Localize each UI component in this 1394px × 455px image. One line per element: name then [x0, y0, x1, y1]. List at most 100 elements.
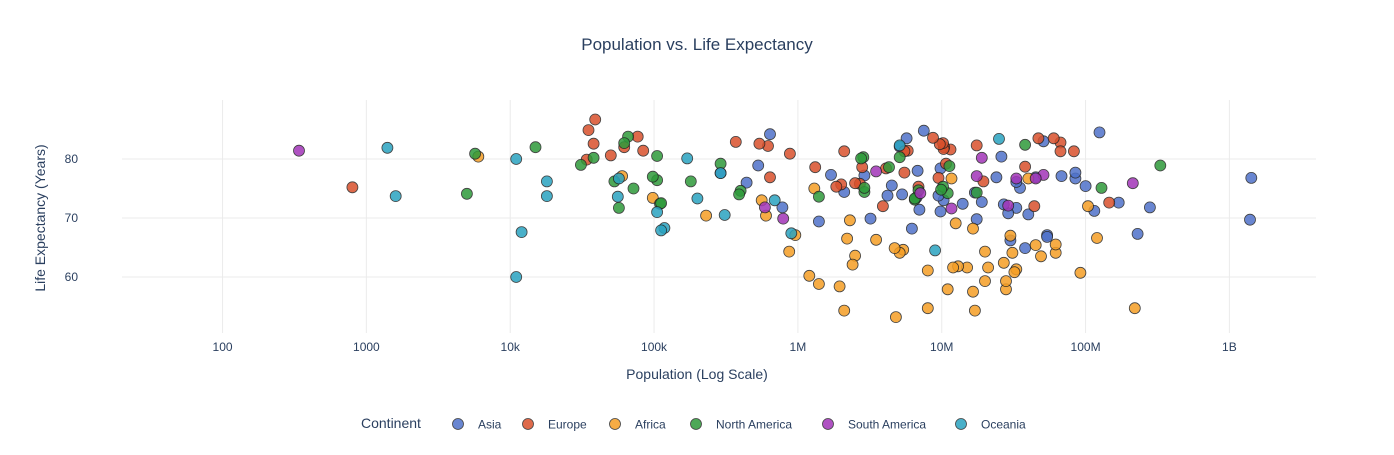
- data-point: [979, 275, 991, 288]
- data-point: [1041, 230, 1053, 243]
- data-point: [1019, 160, 1031, 173]
- data-point: [1095, 181, 1108, 194]
- data-point: [1002, 199, 1015, 212]
- data-point: [1028, 200, 1041, 213]
- data-point: [855, 152, 867, 165]
- data-point: [777, 212, 790, 225]
- legend-marker: [452, 418, 464, 430]
- data-point: [1000, 275, 1012, 288]
- data-point: [921, 264, 934, 277]
- data-point: [1006, 246, 1019, 259]
- data-point: [881, 189, 894, 202]
- data-point: [1131, 227, 1144, 240]
- data-point: [898, 166, 911, 179]
- data-point: [906, 222, 918, 235]
- data-point: [970, 170, 983, 183]
- data-point: [1069, 166, 1082, 179]
- legend-item-label: Africa: [635, 418, 666, 432]
- y-axis-ticks: 60 70 80: [65, 152, 79, 284]
- y-tick-label: 80: [65, 152, 79, 166]
- data-point: [883, 161, 895, 174]
- data-point: [1244, 213, 1256, 226]
- data-point: [460, 187, 473, 200]
- series-oceania: [381, 132, 1005, 283]
- data-point: [1103, 196, 1116, 209]
- data-point: [510, 153, 523, 165]
- data-point: [893, 151, 906, 164]
- data-point: [611, 190, 624, 203]
- data-point: [733, 188, 745, 201]
- data-point: [809, 161, 822, 174]
- data-point: [651, 150, 663, 162]
- data-point: [970, 139, 983, 152]
- data-point: [1019, 242, 1031, 255]
- data-point: [833, 280, 846, 293]
- data-point: [764, 171, 776, 184]
- data-point: [783, 245, 796, 258]
- data-point: [911, 164, 924, 177]
- data-point: [637, 144, 650, 157]
- data-point: [604, 149, 617, 162]
- data-point: [841, 232, 853, 245]
- data-point: [969, 304, 981, 317]
- data-point: [934, 205, 947, 218]
- data-point: [970, 186, 983, 199]
- legend-item-label: Asia: [478, 418, 502, 432]
- data-point: [1154, 159, 1167, 172]
- data-point: [913, 203, 926, 216]
- data-point: [990, 171, 1003, 184]
- legend-item-label: South America: [848, 418, 926, 432]
- data-point: [1082, 200, 1094, 213]
- data-point: [858, 181, 871, 194]
- data-point: [1126, 177, 1139, 190]
- data-point: [813, 190, 825, 203]
- data-point: [753, 137, 766, 150]
- legend-marker: [609, 418, 621, 430]
- data-point: [784, 147, 796, 160]
- data-point: [870, 233, 882, 246]
- data-point: [921, 302, 934, 315]
- data-point: [389, 190, 402, 203]
- data-point: [945, 172, 958, 185]
- data-point: [541, 190, 553, 203]
- data-point: [768, 194, 781, 207]
- x-tick-label: 100: [213, 340, 233, 354]
- data-point: [888, 242, 901, 255]
- data-point: [849, 177, 861, 190]
- data-point: [830, 180, 843, 193]
- data-point: [896, 188, 908, 201]
- data-point: [917, 124, 930, 137]
- data-point: [575, 158, 587, 171]
- data-point: [515, 226, 528, 239]
- data-point: [1035, 250, 1047, 263]
- data-point: [914, 187, 927, 200]
- data-point: [993, 132, 1005, 145]
- y-tick-label: 60: [65, 270, 79, 284]
- legend-marker: [690, 418, 702, 430]
- data-point: [1245, 171, 1258, 184]
- data-point: [646, 170, 659, 183]
- data-point: [618, 137, 631, 150]
- data-point: [582, 124, 595, 137]
- series-north-america: [460, 130, 1167, 214]
- data-point: [681, 152, 694, 165]
- data-point: [967, 285, 979, 298]
- data-point: [927, 131, 939, 144]
- data-point: [1068, 145, 1080, 158]
- x-axis-title: Population (Log Scale): [626, 366, 768, 382]
- data-point: [943, 160, 956, 173]
- data-point: [346, 181, 359, 194]
- legend: Continent Asia Europe Africa North America S…: [361, 415, 1026, 432]
- legend-item-label: Europe: [548, 418, 587, 432]
- data-point: [729, 135, 742, 148]
- data-point: [864, 212, 877, 225]
- data-point: [752, 159, 765, 172]
- x-tick-label: 100M: [1071, 340, 1101, 354]
- data-point: [941, 283, 954, 296]
- data-point: [785, 227, 798, 240]
- data-point: [691, 192, 704, 205]
- data-point: [813, 278, 825, 290]
- data-point: [1055, 170, 1068, 183]
- data-point: [1144, 201, 1156, 214]
- y-tick-label: 70: [65, 211, 79, 225]
